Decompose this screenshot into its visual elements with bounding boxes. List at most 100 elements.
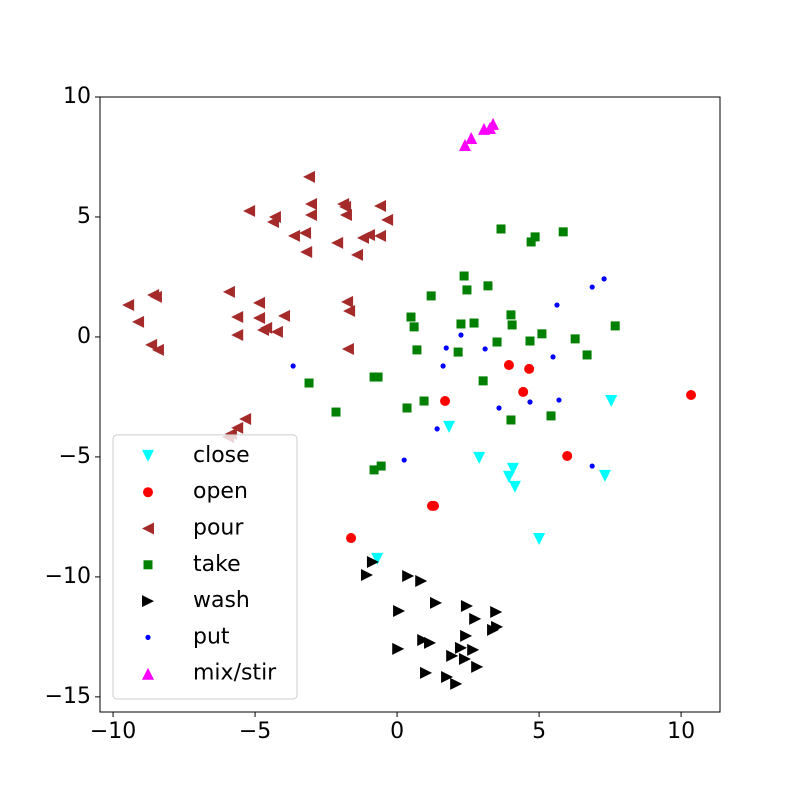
point xyxy=(376,461,386,471)
point xyxy=(151,343,164,356)
point xyxy=(462,285,472,295)
point xyxy=(369,465,379,475)
point xyxy=(471,660,484,673)
point xyxy=(440,396,451,407)
point xyxy=(412,345,422,355)
point xyxy=(496,224,506,234)
point xyxy=(482,346,488,352)
legend-label: open xyxy=(193,479,248,504)
point xyxy=(360,568,373,581)
legend: close open pour take wash put mix/stir xyxy=(112,434,298,700)
point xyxy=(492,337,502,347)
point xyxy=(490,605,503,618)
point xyxy=(231,311,244,324)
legend-label: take xyxy=(193,552,241,577)
legend-marker xyxy=(142,522,154,535)
point xyxy=(409,322,419,332)
point xyxy=(550,354,556,360)
point xyxy=(458,652,471,665)
y-tick-label: 10 xyxy=(63,84,91,109)
point xyxy=(406,312,416,322)
point xyxy=(465,132,478,145)
point xyxy=(589,284,595,290)
point xyxy=(506,310,516,320)
point xyxy=(458,332,464,338)
x-tick-label: 0 xyxy=(390,719,404,744)
point xyxy=(419,396,429,406)
point xyxy=(503,360,514,371)
legend-marker xyxy=(145,634,151,641)
legend-label: put xyxy=(193,624,230,649)
point xyxy=(402,403,412,413)
point xyxy=(533,532,546,545)
point xyxy=(231,421,244,434)
point xyxy=(537,329,547,339)
point xyxy=(231,329,244,342)
point xyxy=(346,533,357,544)
point xyxy=(392,642,405,655)
point xyxy=(598,469,611,482)
y-tick-label: 5 xyxy=(77,204,91,229)
point xyxy=(278,309,291,322)
point xyxy=(339,200,352,213)
point xyxy=(526,237,536,247)
point xyxy=(401,457,407,463)
legend-label: mix/stir xyxy=(193,661,277,686)
legend-marker xyxy=(142,595,154,608)
x-tick-label: −5 xyxy=(239,719,271,744)
point xyxy=(506,415,516,425)
y-tick-label: −10 xyxy=(45,564,91,589)
point xyxy=(371,552,384,565)
legend-label: wash xyxy=(193,588,250,613)
point xyxy=(487,117,500,130)
point xyxy=(239,413,252,426)
point xyxy=(303,170,316,183)
point xyxy=(381,213,394,226)
point xyxy=(287,229,300,242)
point xyxy=(469,612,482,625)
point xyxy=(530,232,540,242)
point xyxy=(502,470,515,483)
point xyxy=(453,347,463,357)
point xyxy=(440,363,446,369)
point xyxy=(243,204,256,217)
point xyxy=(558,227,568,237)
point xyxy=(366,556,379,569)
point xyxy=(460,629,473,642)
x-tick-label: 5 xyxy=(532,719,546,744)
point xyxy=(429,596,442,609)
point xyxy=(362,228,375,241)
y-tick-label: −5 xyxy=(59,444,91,469)
legend-box xyxy=(112,434,298,700)
point xyxy=(420,666,433,679)
point xyxy=(253,296,266,309)
point xyxy=(443,420,456,433)
point xyxy=(441,670,454,683)
point xyxy=(454,641,467,654)
point xyxy=(527,399,533,405)
point xyxy=(149,290,162,303)
point xyxy=(446,649,459,662)
point xyxy=(589,463,595,469)
plot-frame xyxy=(99,96,721,713)
point xyxy=(507,320,517,330)
point xyxy=(305,198,318,211)
point xyxy=(467,643,480,656)
point xyxy=(496,405,502,411)
point xyxy=(299,227,312,240)
point xyxy=(562,450,573,461)
point xyxy=(300,246,313,259)
point xyxy=(605,395,618,408)
point xyxy=(524,363,535,374)
point xyxy=(351,248,364,261)
point xyxy=(460,599,473,612)
point xyxy=(473,451,486,464)
point xyxy=(132,315,145,328)
point xyxy=(415,574,428,587)
point xyxy=(459,271,469,281)
legend-marker xyxy=(142,449,154,462)
point xyxy=(424,636,437,649)
point xyxy=(478,376,488,386)
point xyxy=(506,462,519,475)
